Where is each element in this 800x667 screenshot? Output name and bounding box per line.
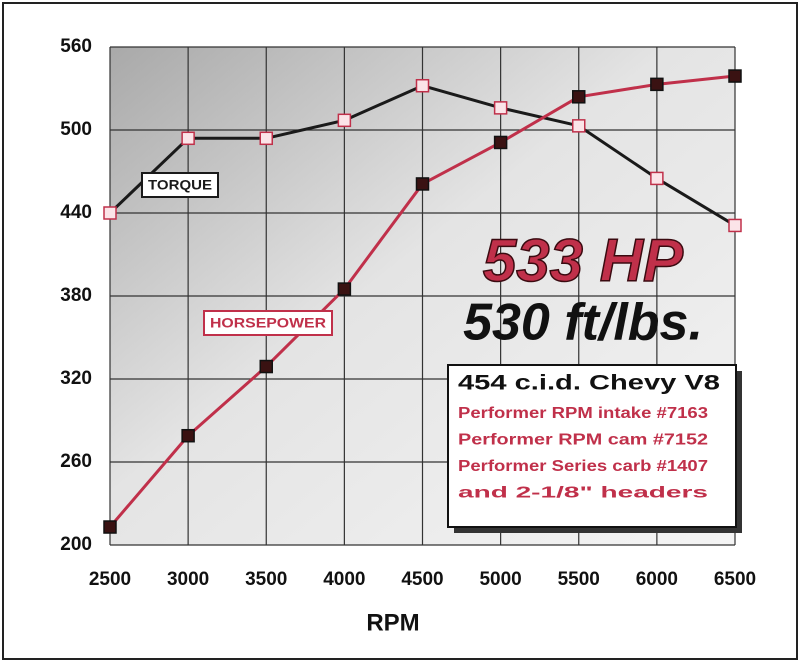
series-label: TORQUE <box>148 177 212 193</box>
data-point <box>493 135 508 150</box>
data-point <box>728 218 742 233</box>
data-point <box>181 428 195 443</box>
spec-part: Performer RPM intake #7163 <box>458 405 708 422</box>
data-point <box>415 177 430 191</box>
data-point <box>650 171 664 186</box>
x-axis-label: RPM <box>366 609 419 636</box>
series-label-box <box>203 310 333 336</box>
data-point <box>103 206 117 220</box>
y-tick-label: 560 <box>60 36 92 57</box>
data-point <box>493 101 508 115</box>
x-tick-label: 6000 <box>636 569 678 590</box>
data-point <box>259 131 273 146</box>
y-tick-label: 320 <box>60 368 92 389</box>
y-tick-label: 440 <box>60 202 92 223</box>
torque-headline: 530 ft/lbs. <box>463 294 703 352</box>
series-label-box <box>141 172 219 198</box>
x-tick-label: 5000 <box>479 569 521 590</box>
x-tick-label: 4000 <box>323 569 365 590</box>
data-point <box>650 77 664 92</box>
y-tick-label: 200 <box>60 534 92 555</box>
spec-part: Performer Series carb #1407 <box>458 458 708 475</box>
data-point <box>103 520 117 534</box>
x-tick-label: 4500 <box>401 569 443 590</box>
y-tick-label: 380 <box>60 285 92 306</box>
series-label: HORSEPOWER <box>210 315 326 331</box>
spec-part: and 2-1/8" headers <box>458 485 708 502</box>
data-point <box>181 131 195 146</box>
hp-headline: 533 HP <box>483 227 684 294</box>
x-tick-label: 5500 <box>558 569 600 590</box>
spec-engine: 454 c.i.d. Chevy V8 <box>458 372 720 395</box>
data-point <box>415 78 430 93</box>
x-tick-label: 3500 <box>245 569 287 590</box>
data-point <box>572 90 586 104</box>
data-point <box>259 359 273 374</box>
x-tick-label: 3000 <box>167 569 209 590</box>
y-tick-label: 260 <box>60 451 92 472</box>
data-point <box>337 113 352 128</box>
spec-box <box>447 364 737 528</box>
x-tick-label: 2500 <box>89 569 131 590</box>
x-tick-label: 6500 <box>714 569 756 590</box>
data-point <box>337 282 352 296</box>
data-point <box>572 119 586 133</box>
y-tick-label: 500 <box>60 119 92 140</box>
spec-part: Performer RPM cam #7152 <box>458 432 708 449</box>
data-point <box>728 69 742 83</box>
